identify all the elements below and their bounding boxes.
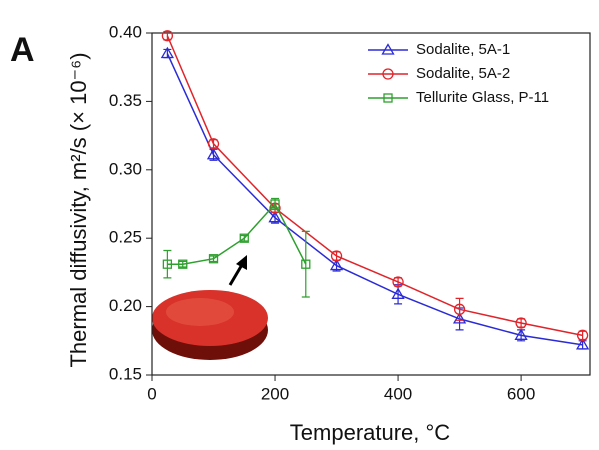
marker bbox=[161, 30, 174, 42]
legend-label: Sodalite, 5A-1 bbox=[416, 41, 510, 58]
marker bbox=[514, 328, 528, 340]
sample-photo bbox=[152, 290, 268, 360]
marker bbox=[301, 259, 311, 269]
marker bbox=[515, 317, 527, 329]
y-axis-title: Thermal diffusivity, m²/s (× 10⁻⁶) bbox=[66, 52, 91, 367]
y-tick-label: 0.20 bbox=[109, 296, 142, 315]
marker bbox=[206, 147, 221, 160]
series-line bbox=[166, 53, 583, 346]
marker bbox=[162, 259, 173, 269]
legend-label: Tellurite Glass, P-11 bbox=[416, 89, 549, 106]
marker bbox=[329, 258, 344, 271]
x-axis-title: Temperature, °C bbox=[290, 420, 451, 445]
marker bbox=[268, 210, 282, 223]
y-tick-label: 0.40 bbox=[109, 22, 142, 41]
legend-label: Sodalite, 5A-2 bbox=[416, 65, 510, 82]
arrow bbox=[228, 255, 247, 286]
marker bbox=[208, 254, 219, 264]
marker bbox=[452, 312, 467, 324]
error-bar bbox=[178, 260, 187, 268]
marker bbox=[330, 250, 343, 262]
x-tick-label: 0 bbox=[147, 384, 156, 403]
marker bbox=[207, 138, 220, 150]
x-tick-label: 200 bbox=[261, 384, 289, 403]
marker bbox=[576, 329, 589, 341]
marker bbox=[239, 233, 249, 243]
x-tick-label: 400 bbox=[384, 384, 412, 403]
x-tick-label: 600 bbox=[507, 384, 535, 403]
series-line bbox=[167, 202, 307, 265]
error-bar bbox=[163, 249, 172, 279]
plot-frame bbox=[151, 32, 591, 376]
legend-marker bbox=[381, 43, 395, 55]
error-bar bbox=[455, 297, 464, 321]
marker bbox=[160, 46, 175, 59]
y-tick-label: 0.15 bbox=[109, 364, 142, 383]
y-tick-label: 0.35 bbox=[109, 91, 142, 110]
error-bar bbox=[209, 255, 218, 263]
series-line bbox=[166, 35, 583, 337]
panel-label: A bbox=[10, 31, 35, 69]
marker bbox=[575, 338, 590, 350]
legend-marker bbox=[383, 93, 393, 103]
y-tick-label: 0.30 bbox=[109, 159, 142, 178]
error-bar bbox=[301, 230, 310, 298]
marker bbox=[453, 303, 466, 315]
marker bbox=[392, 276, 404, 288]
error-bar bbox=[240, 234, 249, 242]
y-tick-label: 0.25 bbox=[109, 228, 142, 247]
marker bbox=[270, 199, 280, 209]
marker bbox=[178, 259, 188, 269]
legend-marker bbox=[382, 68, 394, 80]
marker bbox=[391, 287, 405, 299]
